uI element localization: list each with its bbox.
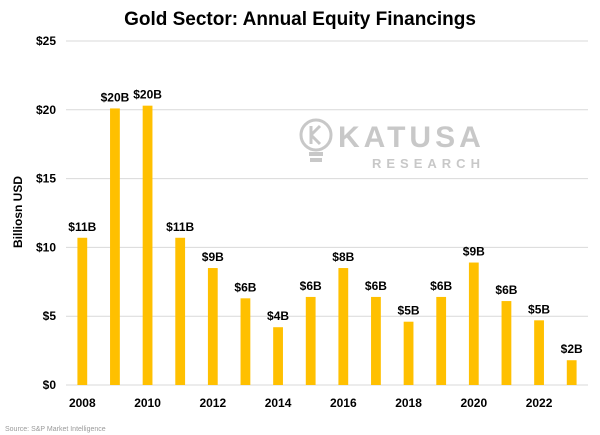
- x-tick-label: 2012: [199, 396, 226, 410]
- bar-2021: [501, 301, 512, 385]
- x-tick-label: 2020: [460, 396, 487, 410]
- y-tick-label: $5: [43, 309, 57, 323]
- y-tick-label: $20: [36, 103, 56, 117]
- data-label: $9B: [463, 245, 485, 259]
- lightbulb-k-icon: [299, 118, 333, 162]
- x-tick-label: 2010: [134, 396, 161, 410]
- data-label: $6B: [234, 280, 256, 294]
- data-label: $9B: [202, 250, 224, 264]
- bar-2018: [403, 321, 414, 385]
- bar-2014: [273, 327, 283, 385]
- bar-2023: [566, 360, 577, 385]
- data-label: $6B: [300, 279, 322, 293]
- data-label: $6B: [365, 279, 387, 293]
- data-label: $4B: [267, 309, 289, 323]
- y-axis-ticks: $0 $5 $10 $15 $20 $25: [36, 34, 56, 392]
- y-axis-label: Billiosn USD: [11, 176, 25, 248]
- watermark: KATUSA RESEARCH: [299, 118, 485, 171]
- x-tick-label: 2008: [69, 396, 96, 410]
- y-tick-label: $15: [36, 172, 56, 186]
- data-label: $20B: [133, 88, 162, 102]
- data-label: $20B: [101, 90, 130, 104]
- data-labels: $11B $20B $20B $11B $9B $6B $4B $6B $8B $6B $5B $6B…: [68, 88, 583, 357]
- x-axis-ticks: 2008 2010 2012 2014 2016 2018 2020 2022: [69, 396, 553, 410]
- gridlines: [66, 40, 588, 386]
- data-label: $8B: [332, 250, 354, 264]
- y-tick-label: $0: [43, 378, 57, 392]
- watermark-sub: RESEARCH: [372, 156, 485, 171]
- data-label: $11B: [68, 220, 96, 234]
- x-tick-label: 2022: [526, 396, 553, 410]
- data-label: $5B: [398, 304, 420, 318]
- source-note: Source: S&P Market Intelligence: [5, 426, 106, 433]
- bars: [77, 105, 577, 385]
- y-tick-label: $10: [36, 240, 56, 254]
- bar-2022: [534, 320, 544, 385]
- data-label: $2B: [561, 342, 583, 356]
- data-label: $5B: [528, 302, 550, 316]
- bar-2009: [110, 108, 120, 385]
- bar-2013: [240, 298, 251, 385]
- data-label: $6B: [495, 283, 517, 297]
- y-tick-label: $25: [36, 34, 56, 48]
- watermark-brand: KATUSA: [338, 121, 485, 154]
- bar-2008: [77, 237, 88, 385]
- chart-title: Gold Sector: Annual Equity Financings: [124, 9, 476, 30]
- bar-2017: [371, 296, 381, 385]
- x-tick-label: 2016: [330, 396, 357, 410]
- bar-2019: [436, 296, 447, 385]
- x-tick-label: 2018: [395, 396, 422, 410]
- bar-2016: [338, 268, 349, 385]
- data-label: $11B: [166, 220, 194, 234]
- bar-2020: [468, 262, 479, 385]
- data-label: $6B: [430, 279, 452, 293]
- x-tick-label: 2014: [265, 396, 292, 410]
- bar-2012: [207, 268, 218, 385]
- bar-2015: [305, 296, 316, 385]
- bar-2011: [175, 237, 186, 385]
- bar-2010: [142, 105, 153, 385]
